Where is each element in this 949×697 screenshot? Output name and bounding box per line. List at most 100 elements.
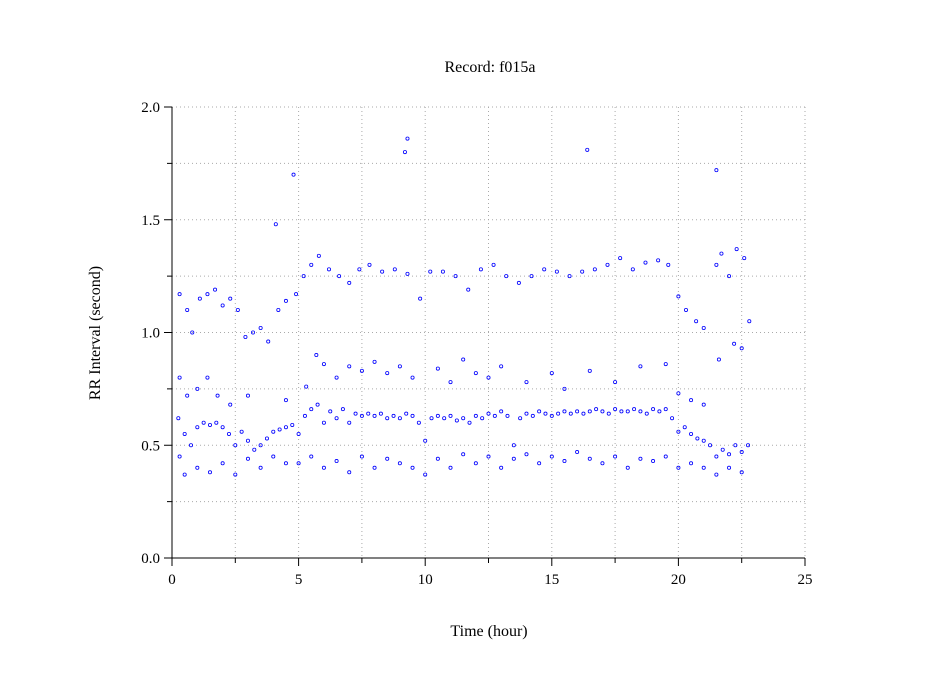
point xyxy=(644,411,649,416)
point xyxy=(428,269,433,274)
point xyxy=(467,420,472,425)
point xyxy=(747,319,752,324)
point xyxy=(727,452,732,457)
point xyxy=(309,454,314,459)
point xyxy=(397,364,402,369)
point xyxy=(575,409,580,414)
point xyxy=(461,452,466,457)
point xyxy=(435,413,440,418)
point xyxy=(418,296,423,301)
point xyxy=(683,307,688,312)
point xyxy=(742,256,747,261)
point xyxy=(309,262,314,267)
point xyxy=(404,411,409,416)
point xyxy=(328,409,333,414)
point xyxy=(625,409,630,414)
point xyxy=(380,269,385,274)
point xyxy=(201,420,206,425)
point xyxy=(177,375,182,380)
point xyxy=(714,454,719,459)
point xyxy=(258,325,263,330)
point xyxy=(372,359,377,364)
point xyxy=(530,413,535,418)
point xyxy=(499,465,504,470)
point xyxy=(714,472,719,477)
point xyxy=(486,375,491,380)
point xyxy=(701,325,706,330)
point xyxy=(739,470,744,475)
point xyxy=(505,413,510,418)
point xyxy=(276,307,281,312)
point xyxy=(290,422,295,427)
point xyxy=(587,368,592,373)
point xyxy=(454,418,459,423)
point xyxy=(397,416,402,421)
x-tick-label: 10 xyxy=(418,572,433,588)
point xyxy=(309,407,314,412)
point xyxy=(587,409,592,414)
point xyxy=(283,461,288,466)
point xyxy=(334,416,339,421)
point xyxy=(746,443,751,448)
point xyxy=(714,262,719,267)
point xyxy=(676,465,681,470)
point xyxy=(486,454,491,459)
point xyxy=(195,386,200,391)
point xyxy=(605,262,610,267)
point xyxy=(245,393,250,398)
point xyxy=(473,413,478,418)
point xyxy=(205,375,210,380)
point xyxy=(228,296,233,301)
point xyxy=(581,411,586,416)
point xyxy=(277,427,282,432)
point xyxy=(657,409,662,414)
point xyxy=(304,384,309,389)
point xyxy=(701,465,706,470)
point xyxy=(416,420,421,425)
point xyxy=(651,407,656,412)
point xyxy=(461,357,466,362)
point xyxy=(233,472,238,477)
point xyxy=(220,303,225,308)
y-axis-label: RR Interval (second) xyxy=(87,266,104,400)
point xyxy=(294,292,299,297)
point xyxy=(695,436,700,441)
x-tick-label: 5 xyxy=(295,572,303,588)
point xyxy=(435,456,440,461)
point xyxy=(461,416,466,421)
point xyxy=(663,454,668,459)
point xyxy=(473,461,478,466)
point xyxy=(273,222,278,227)
point xyxy=(448,413,453,418)
y-tick-label: 1.5 xyxy=(141,213,160,229)
point xyxy=(613,454,618,459)
point xyxy=(205,292,210,297)
point xyxy=(301,274,306,279)
point xyxy=(524,411,529,416)
point xyxy=(220,425,225,430)
point xyxy=(632,407,637,412)
point xyxy=(529,274,534,279)
point xyxy=(504,274,509,279)
point xyxy=(518,416,523,421)
point xyxy=(405,136,410,141)
point xyxy=(359,413,364,418)
point xyxy=(337,274,342,279)
point xyxy=(549,371,554,376)
point xyxy=(258,465,263,470)
point xyxy=(676,294,681,299)
point xyxy=(543,411,548,416)
points xyxy=(176,136,752,477)
x-tick-label: 25 xyxy=(798,572,813,588)
point xyxy=(233,443,238,448)
point xyxy=(423,438,428,443)
point xyxy=(537,461,542,466)
x-tick-label: 15 xyxy=(544,572,559,588)
point xyxy=(499,409,504,414)
point xyxy=(271,454,276,459)
point xyxy=(733,443,738,448)
point xyxy=(511,443,516,448)
point xyxy=(542,267,547,272)
